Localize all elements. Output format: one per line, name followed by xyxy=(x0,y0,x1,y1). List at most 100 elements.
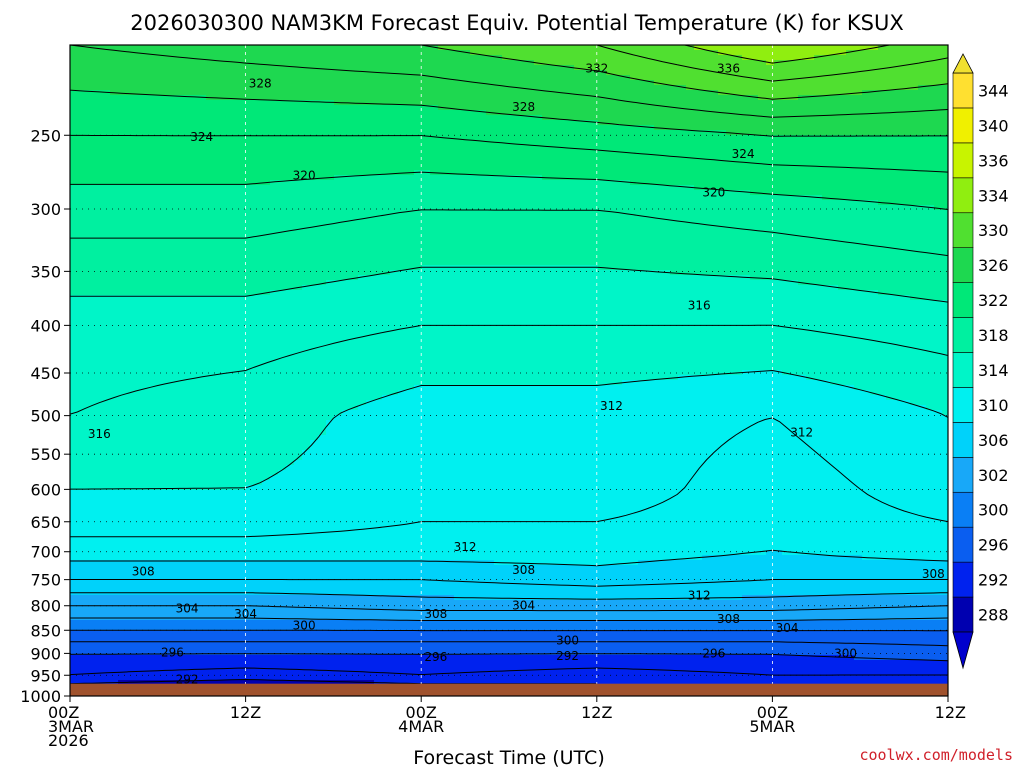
field-cell xyxy=(750,125,759,131)
field-cell xyxy=(646,255,655,261)
field-cell xyxy=(606,165,615,171)
field-cell xyxy=(70,130,79,136)
field-cell xyxy=(662,195,671,201)
field-cell xyxy=(94,140,103,146)
field-cell xyxy=(86,145,95,151)
field-cell xyxy=(214,195,223,201)
field-cell xyxy=(942,265,951,271)
field-cell xyxy=(262,215,271,221)
field-cell xyxy=(782,45,791,51)
field-cell xyxy=(102,120,111,126)
field-cell xyxy=(150,45,159,51)
field-cell xyxy=(206,90,215,96)
field-cell xyxy=(606,185,615,191)
field-cell xyxy=(862,75,871,81)
field-cell xyxy=(622,70,631,76)
field-cell xyxy=(606,80,615,86)
field-cell xyxy=(94,195,103,201)
field-cell xyxy=(606,210,615,216)
field-cell xyxy=(398,80,407,86)
field-cell xyxy=(582,235,591,241)
field-cell xyxy=(822,60,831,66)
field-cell xyxy=(270,160,279,166)
field-cell xyxy=(278,45,287,51)
field-cell xyxy=(598,160,607,166)
field-cell xyxy=(678,205,687,211)
field-cell xyxy=(310,50,319,56)
field-cell xyxy=(854,220,863,226)
field-cell xyxy=(430,150,439,156)
field-cell xyxy=(862,195,871,201)
field-cell xyxy=(590,215,599,221)
field-cell xyxy=(366,165,375,171)
field-cell xyxy=(870,95,879,101)
field-cell xyxy=(206,80,215,86)
field-cell xyxy=(534,80,543,86)
field-cell xyxy=(606,190,615,196)
field-cell xyxy=(558,220,567,226)
field-cell xyxy=(510,240,519,246)
field-cell xyxy=(558,75,567,81)
field-cell xyxy=(646,160,655,166)
field-cell xyxy=(406,205,415,211)
field-cell xyxy=(142,130,151,136)
field-cell xyxy=(910,225,919,231)
field-cell xyxy=(518,215,527,221)
field-cell xyxy=(358,75,367,81)
field-cell xyxy=(598,245,607,251)
field-cell xyxy=(894,155,903,161)
field-cell xyxy=(142,200,151,206)
field-cell xyxy=(662,240,671,246)
field-cell xyxy=(198,115,207,121)
field-cell xyxy=(462,75,471,81)
field-cell xyxy=(318,200,327,206)
field-cell xyxy=(750,85,759,91)
field-cell xyxy=(790,250,799,256)
field-cell xyxy=(126,240,135,246)
field-cell xyxy=(158,70,167,76)
field-cell xyxy=(702,230,711,236)
field-cell xyxy=(134,230,143,236)
field-cell xyxy=(886,50,895,56)
field-cell xyxy=(126,110,135,116)
field-cell xyxy=(894,90,903,96)
field-cell xyxy=(878,105,887,111)
field-cell xyxy=(86,200,95,206)
field-cell xyxy=(422,150,431,156)
field-cell xyxy=(454,215,463,221)
field-cell xyxy=(86,115,95,121)
field-cell xyxy=(214,190,223,196)
field-cell xyxy=(766,255,775,261)
field-cell xyxy=(670,165,679,171)
field-cell xyxy=(710,80,719,86)
field-cell xyxy=(918,85,927,91)
field-cell xyxy=(598,55,607,61)
field-cell xyxy=(758,170,767,176)
field-cell xyxy=(510,160,519,166)
field-cell xyxy=(622,215,631,221)
field-cell xyxy=(318,185,327,191)
field-cell xyxy=(846,230,855,236)
field-cell xyxy=(438,220,447,226)
field-cell xyxy=(574,50,583,56)
field-cell xyxy=(886,230,895,236)
field-cell xyxy=(702,105,711,111)
field-cell xyxy=(206,45,215,51)
field-cell xyxy=(110,205,119,211)
field-cell xyxy=(158,150,167,156)
field-cell xyxy=(814,130,823,136)
field-cell xyxy=(182,205,191,211)
field-cell xyxy=(766,220,775,226)
field-cell xyxy=(574,175,583,181)
field-cell xyxy=(894,205,903,211)
field-cell xyxy=(134,175,143,181)
field-cell xyxy=(334,150,343,156)
field-cell xyxy=(102,270,111,276)
field-cell xyxy=(710,215,719,221)
field-cell xyxy=(798,190,807,196)
field-cell xyxy=(294,140,303,146)
field-cell xyxy=(446,150,455,156)
field-cell xyxy=(478,165,487,171)
field-cell xyxy=(478,120,487,126)
field-cell xyxy=(894,150,903,156)
